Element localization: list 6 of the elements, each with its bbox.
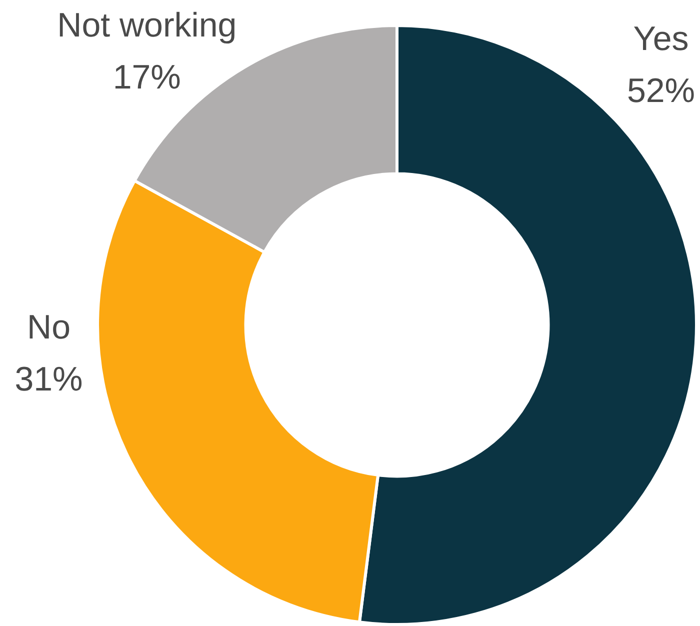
slice-label: Not working — [57, 6, 237, 44]
slice-label: No — [27, 308, 70, 346]
slice-label: Yes — [633, 20, 689, 58]
data-label: 17% — [112, 58, 181, 96]
data-label: 52% — [626, 72, 696, 110]
data-label: 31% — [14, 360, 83, 398]
